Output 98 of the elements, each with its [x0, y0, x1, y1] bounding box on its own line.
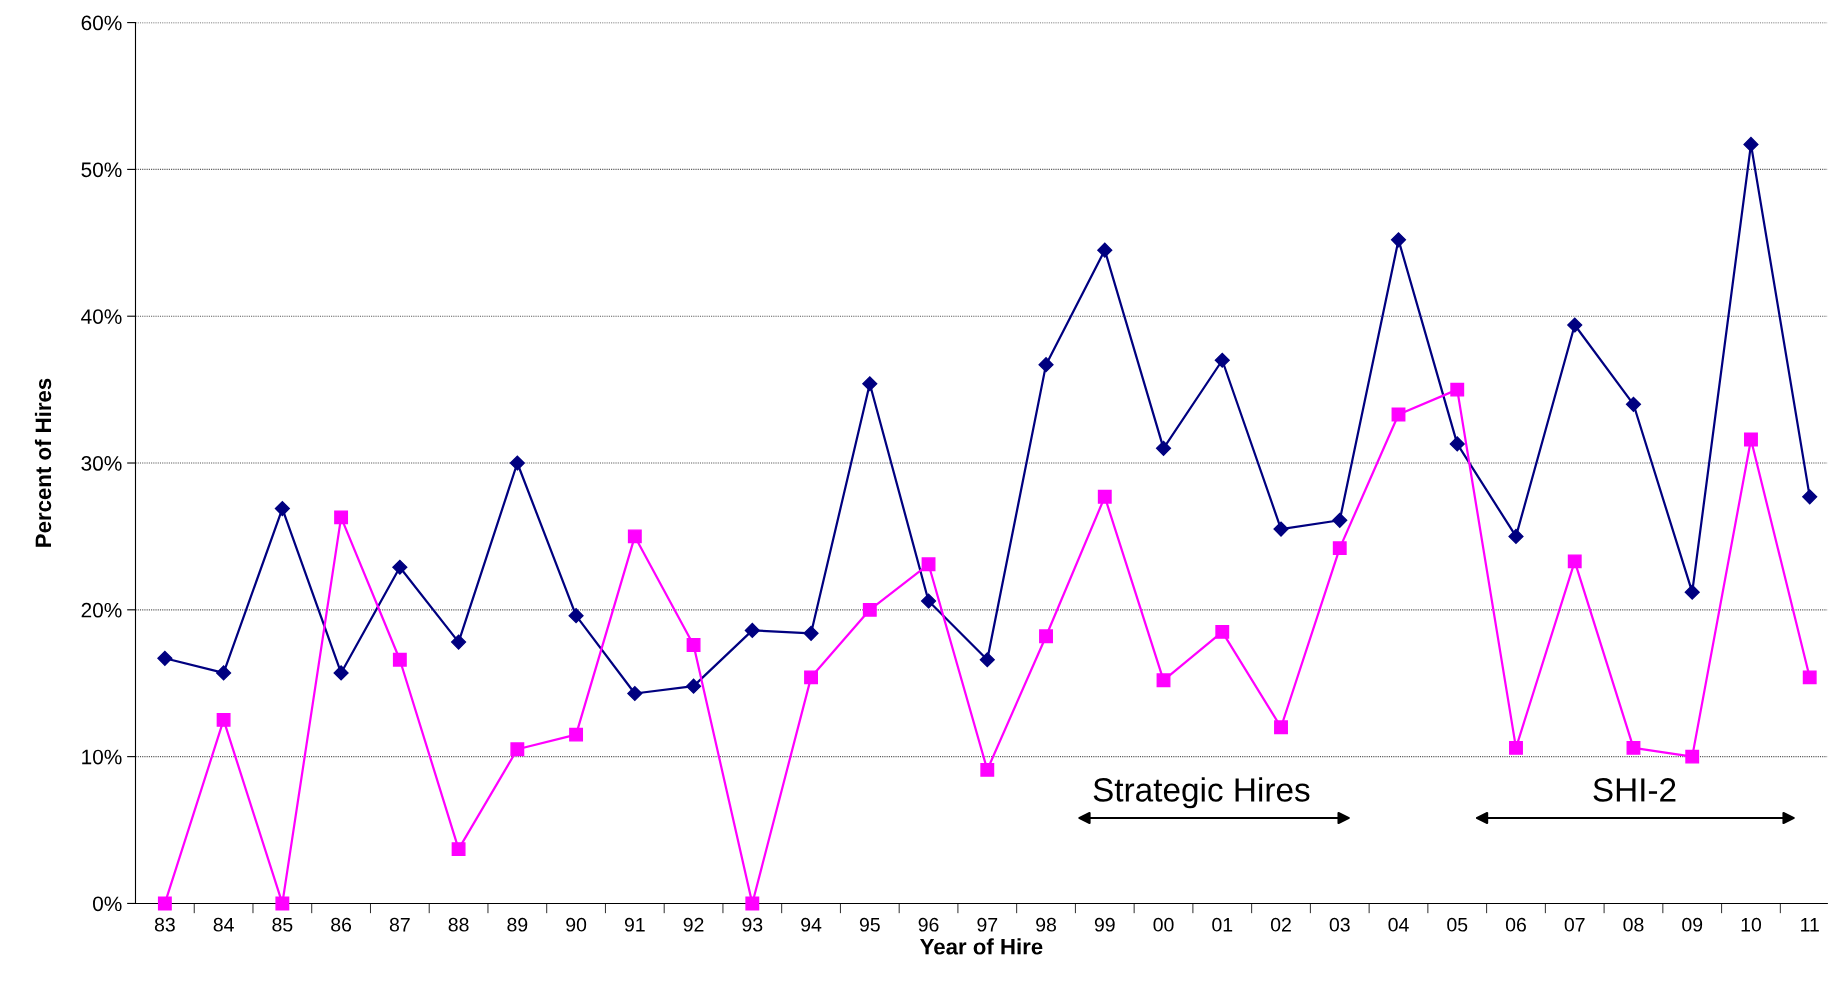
y-tick-label: 0%	[93, 896, 122, 912]
point	[334, 510, 349, 525]
point	[803, 625, 819, 641]
x-tick-label: 08	[1623, 917, 1644, 932]
point	[1273, 521, 1289, 537]
point	[274, 500, 290, 517]
x-tick-label: 86	[331, 917, 352, 932]
point	[451, 634, 467, 650]
point	[392, 559, 408, 575]
x-tick-label: 03	[1329, 917, 1350, 932]
x-tick-label: 88	[448, 917, 469, 932]
point	[685, 678, 702, 694]
point	[568, 608, 584, 624]
annotation: Strategic Hires	[1093, 777, 1310, 809]
point	[1449, 436, 1465, 452]
point	[275, 896, 290, 911]
x-tick-label: 97	[977, 917, 998, 932]
point	[804, 670, 819, 685]
x-tick-label: 06	[1505, 917, 1526, 932]
x-tick-label: 00	[1153, 917, 1174, 932]
x-tick-label: 98	[1036, 917, 1056, 932]
point	[921, 557, 936, 572]
point	[1215, 624, 1230, 639]
annotation: SHI-2	[1593, 778, 1676, 802]
x-tick-label: 85	[272, 917, 293, 932]
y-tick-label: 20%	[81, 602, 122, 618]
x-tick-label: 87	[389, 917, 410, 932]
point	[1802, 670, 1817, 685]
point	[862, 602, 877, 617]
point	[1039, 629, 1053, 644]
x-tick-label: 91	[624, 917, 645, 932]
point	[157, 650, 173, 666]
x-tick-label: 95	[859, 917, 880, 932]
point	[1038, 357, 1054, 373]
point	[1626, 740, 1641, 755]
point	[1450, 382, 1465, 397]
point	[627, 529, 642, 544]
y-tick-label: 40%	[81, 309, 122, 324]
x-tick-label: 90	[566, 917, 587, 932]
x-tick-label: 11	[1801, 918, 1819, 932]
x-tick-label: 89	[507, 917, 528, 932]
point	[1743, 136, 1759, 153]
point	[1509, 740, 1523, 755]
point	[333, 665, 349, 681]
x-tick-label: 04	[1388, 917, 1409, 932]
x-tick-label: 05	[1447, 917, 1468, 932]
point	[392, 652, 407, 667]
point	[862, 376, 878, 392]
point	[1214, 352, 1230, 368]
x-tick-label: 99	[1094, 917, 1115, 932]
point	[1567, 317, 1583, 333]
point	[1097, 242, 1113, 258]
point	[216, 665, 232, 681]
x-tick-label: 10	[1741, 917, 1762, 932]
point	[1567, 554, 1582, 569]
point	[627, 685, 643, 702]
point	[510, 742, 525, 757]
x-tick-label: 92	[683, 917, 704, 932]
point	[216, 712, 231, 727]
x-tick-label: 96	[918, 917, 939, 932]
y-tick-label: 60%	[81, 15, 122, 31]
y-tick-label: 10%	[82, 749, 122, 765]
point	[451, 842, 466, 857]
point	[980, 762, 995, 777]
x-tick-label: 07	[1564, 917, 1585, 932]
point	[1390, 232, 1407, 248]
point	[569, 727, 584, 742]
point	[1802, 489, 1818, 505]
y-axis-title: Percent of Hires	[34, 378, 52, 547]
point	[744, 622, 760, 638]
point	[1332, 512, 1348, 528]
x-tick-label: 09	[1682, 917, 1703, 932]
x-tick-label: 84	[213, 917, 234, 932]
point	[509, 455, 525, 471]
point	[1391, 407, 1406, 422]
y-tick-label: 50%	[81, 162, 122, 178]
y-tick-label: 30%	[81, 456, 122, 471]
point	[1156, 673, 1171, 688]
point	[1685, 749, 1700, 764]
point	[1155, 440, 1172, 456]
point	[745, 896, 760, 911]
point	[1097, 489, 1112, 504]
point	[1744, 432, 1758, 447]
x-tick-label: 94	[801, 917, 822, 932]
point	[1274, 720, 1288, 735]
point	[1332, 541, 1347, 556]
x-tick-label: 02	[1270, 917, 1291, 932]
x-axis-title: Year of Hire	[920, 938, 1043, 955]
point	[1625, 396, 1642, 412]
point	[1684, 584, 1700, 600]
x-tick-label: 01	[1212, 917, 1233, 932]
point	[686, 638, 701, 653]
point	[920, 593, 937, 609]
point	[979, 652, 995, 668]
point	[157, 896, 172, 911]
point	[1508, 528, 1524, 544]
x-tick-label: 93	[742, 917, 763, 932]
x-tick-label: 83	[154, 917, 175, 932]
